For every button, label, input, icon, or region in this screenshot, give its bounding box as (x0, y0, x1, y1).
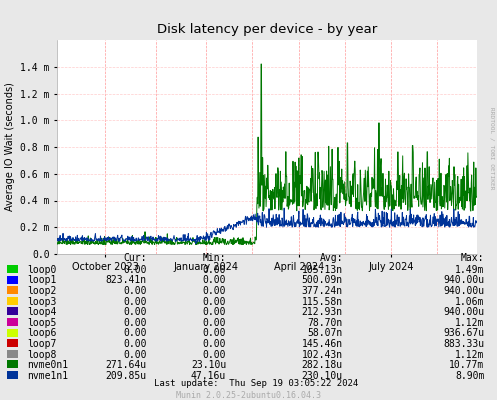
Text: Cur:: Cur: (123, 253, 147, 263)
Text: 271.64u: 271.64u (105, 360, 147, 370)
Text: Munin 2.0.25-2ubuntu0.16.04.3: Munin 2.0.25-2ubuntu0.16.04.3 (176, 391, 321, 400)
Text: loop7: loop7 (27, 339, 57, 349)
Text: 282.18u: 282.18u (302, 360, 343, 370)
Text: 0.00: 0.00 (203, 318, 226, 328)
Text: 0.00: 0.00 (203, 265, 226, 275)
Title: Disk latency per device - by year: Disk latency per device - by year (157, 23, 377, 36)
Text: 0.00: 0.00 (123, 328, 147, 338)
Text: 0.00: 0.00 (123, 265, 147, 275)
Text: 209.85u: 209.85u (105, 371, 147, 381)
Text: 377.24n: 377.24n (302, 286, 343, 296)
Text: 936.67u: 936.67u (443, 328, 485, 338)
Text: 0.00: 0.00 (203, 350, 226, 360)
Text: RRDTOOL / TOBI OETIKER: RRDTOOL / TOBI OETIKER (490, 107, 495, 189)
Text: 58.07n: 58.07n (308, 328, 343, 338)
Text: 212.93n: 212.93n (302, 307, 343, 317)
Y-axis label: Average IO Wait (seconds): Average IO Wait (seconds) (4, 82, 14, 212)
Text: 0.00: 0.00 (123, 318, 147, 328)
Text: 47.16u: 47.16u (191, 371, 226, 381)
Text: nvme1n1: nvme1n1 (27, 371, 69, 381)
Text: Last update:  Thu Sep 19 03:05:22 2024: Last update: Thu Sep 19 03:05:22 2024 (154, 380, 358, 388)
Text: 0.00: 0.00 (123, 297, 147, 306)
Text: 23.10u: 23.10u (191, 360, 226, 370)
Text: 230.10u: 230.10u (302, 371, 343, 381)
Text: 8.90m: 8.90m (455, 371, 485, 381)
Text: 0.00: 0.00 (203, 339, 226, 349)
Text: 1.49m: 1.49m (455, 265, 485, 275)
Text: Min:: Min: (203, 253, 226, 263)
Text: 0.00: 0.00 (123, 339, 147, 349)
Text: loop6: loop6 (27, 328, 57, 338)
Text: 105.13n: 105.13n (302, 265, 343, 275)
Text: loop0: loop0 (27, 265, 57, 275)
Text: 823.41n: 823.41n (105, 275, 147, 286)
Text: nvme0n1: nvme0n1 (27, 360, 69, 370)
Text: 0.00: 0.00 (203, 328, 226, 338)
Text: loop3: loop3 (27, 297, 57, 306)
Text: 940.00u: 940.00u (443, 307, 485, 317)
Text: loop1: loop1 (27, 275, 57, 286)
Text: 145.46n: 145.46n (302, 339, 343, 349)
Text: 0.00: 0.00 (203, 307, 226, 317)
Text: 10.77m: 10.77m (449, 360, 485, 370)
Text: 115.58n: 115.58n (302, 297, 343, 306)
Text: Avg:: Avg: (320, 253, 343, 263)
Text: 78.70n: 78.70n (308, 318, 343, 328)
Text: 0.00: 0.00 (123, 307, 147, 317)
Text: 0.00: 0.00 (123, 286, 147, 296)
Text: 0.00: 0.00 (203, 286, 226, 296)
Text: 1.12m: 1.12m (455, 318, 485, 328)
Text: loop4: loop4 (27, 307, 57, 317)
Text: loop8: loop8 (27, 350, 57, 360)
Text: 500.09n: 500.09n (302, 275, 343, 286)
Text: 940.00u: 940.00u (443, 275, 485, 286)
Text: 102.43n: 102.43n (302, 350, 343, 360)
Text: loop5: loop5 (27, 318, 57, 328)
Text: 0.00: 0.00 (203, 275, 226, 286)
Text: 883.33u: 883.33u (443, 339, 485, 349)
Text: 1.06m: 1.06m (455, 297, 485, 306)
Text: loop2: loop2 (27, 286, 57, 296)
Text: 0.00: 0.00 (123, 350, 147, 360)
Text: 0.00: 0.00 (203, 297, 226, 306)
Text: 940.00u: 940.00u (443, 286, 485, 296)
Text: 1.12m: 1.12m (455, 350, 485, 360)
Text: Max:: Max: (461, 253, 485, 263)
